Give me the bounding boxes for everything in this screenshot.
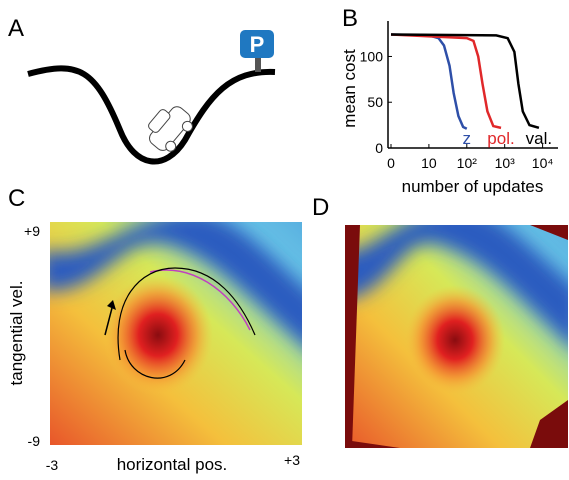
car xyxy=(148,106,193,152)
series-label: pol. xyxy=(487,129,514,148)
y-tick-label: 50 xyxy=(367,94,383,110)
y-tick-label: 100 xyxy=(360,48,384,64)
series-label: val. xyxy=(526,129,552,148)
tick-label: -3 xyxy=(46,457,59,473)
y-label: tangential vel. xyxy=(7,281,26,386)
panel-label: B xyxy=(342,5,358,32)
heatmap xyxy=(50,222,302,445)
panel-label: A xyxy=(8,15,24,42)
x-tick-label: 10³ xyxy=(495,155,516,171)
series-label: z xyxy=(463,129,472,148)
x-label: number of updates xyxy=(402,177,544,196)
tick-label: +3 xyxy=(284,452,300,468)
sign xyxy=(240,30,274,58)
line xyxy=(390,33,540,130)
panel-label: D xyxy=(312,194,329,221)
valley xyxy=(27,65,276,165)
panel-label: C xyxy=(8,185,25,212)
x-tick-label: 10 xyxy=(421,155,437,171)
tick-label: -9 xyxy=(28,433,41,449)
x-tick-label: 10⁴ xyxy=(532,155,554,171)
y-tick-label: 0 xyxy=(375,140,383,156)
line xyxy=(390,33,468,130)
sign-text: P xyxy=(250,32,265,57)
tick-label: +9 xyxy=(24,223,40,239)
x-label: horizontal pos. xyxy=(117,455,228,474)
x-tick-label: 0 xyxy=(387,155,395,171)
x-tick-label: 10² xyxy=(457,155,478,171)
heatmap xyxy=(345,225,568,448)
y-label: mean cost xyxy=(340,49,359,128)
line xyxy=(390,33,502,130)
sign-post xyxy=(255,52,261,72)
